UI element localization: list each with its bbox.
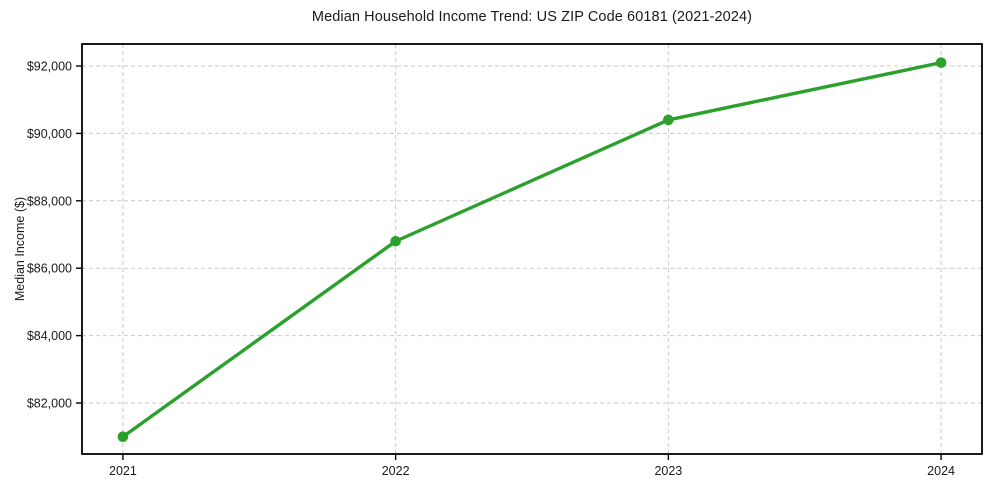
chart-title: Median Household Income Trend: US ZIP Co… — [311, 9, 753, 25]
y-tick-label: $88,000 — [27, 194, 72, 208]
x-tick-label: 2023 — [654, 464, 682, 478]
x-tick-label: 2024 — [927, 464, 955, 478]
y-tick-label: $84,000 — [27, 329, 72, 343]
y-tick-label: $82,000 — [27, 397, 72, 411]
data-point-2022 — [390, 235, 401, 247]
data-point-2024 — [935, 57, 947, 68]
y-tick-label: $86,000 — [27, 262, 72, 276]
data-point-2021 — [117, 431, 129, 443]
trend-line — [121, 60, 943, 439]
y-tick-label: $90,000 — [27, 127, 72, 141]
data-point-2023 — [663, 114, 674, 126]
plot-border — [81, 43, 983, 455]
x-tick-label: 2022 — [382, 464, 410, 478]
y-tick-label: $92,000 — [27, 60, 72, 74]
x-tick-label: 2021 — [109, 464, 137, 478]
